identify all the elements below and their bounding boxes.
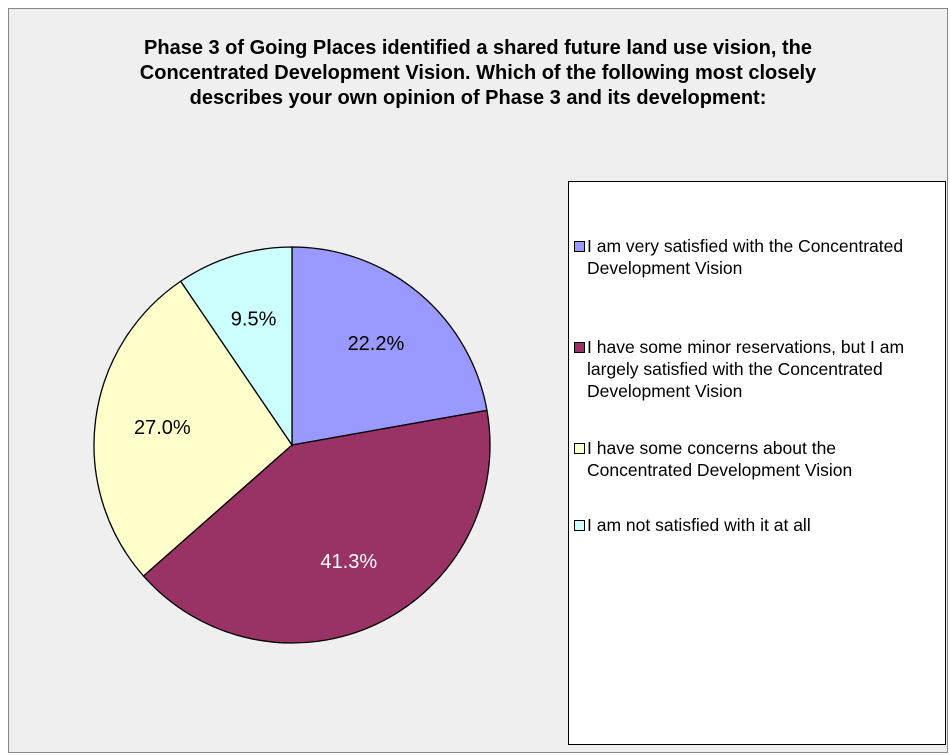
data-label: 27.0%: [134, 417, 191, 439]
legend-label: I am very satisfied with the Concentrate…: [587, 236, 904, 278]
legend-label: I have some minor reservations, but I am…: [587, 337, 905, 401]
legend-label: I am not satisfied with it at all: [587, 515, 811, 535]
legend-swatch: [574, 443, 585, 454]
data-label: 22.2%: [348, 333, 405, 355]
legend-entry: I am not satisfied with it at all: [574, 514, 945, 536]
legend-swatch: [574, 342, 585, 353]
legend-entry: I have some concerns about the Concentra…: [574, 437, 945, 538]
pie-slice: [93, 280, 293, 577]
data-label: 41.3%: [320, 551, 377, 573]
pie-slice: [179, 246, 293, 448]
legend-swatch: [574, 241, 585, 252]
legend: I am very satisfied with the Concentrate…: [568, 181, 946, 745]
legend-entry: I have some minor reservations, but I am…: [574, 336, 945, 437]
legend-entry: I am very satisfied with the Concentrate…: [574, 235, 945, 336]
legend-swatch: [574, 520, 585, 531]
legend-label: I have some concerns about the Concentra…: [587, 438, 853, 480]
chart-title: Phase 3 of Going Places identified a sha…: [139, 37, 817, 109]
pie-slice: [142, 409, 491, 644]
data-label: 9.5%: [231, 308, 277, 330]
pie-slice: [291, 246, 488, 446]
